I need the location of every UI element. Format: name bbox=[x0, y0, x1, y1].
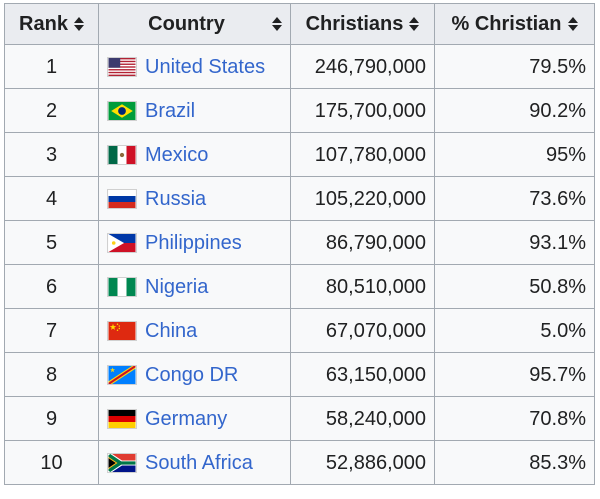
rank-cell: 9 bbox=[4, 396, 99, 441]
table-row: 9 Germany 58,240,000 70.8% bbox=[4, 396, 595, 441]
table-row: 1 United States 246,790,000 79.5% bbox=[4, 44, 595, 89]
christians-cell: 67,070,000 bbox=[290, 308, 435, 353]
mexico-flag-icon bbox=[107, 144, 137, 165]
rank-header-label: Rank bbox=[19, 13, 68, 35]
christians-cell: 246,790,000 bbox=[290, 44, 435, 89]
christians-cell: 52,886,000 bbox=[290, 440, 435, 485]
country-cell: Brazil bbox=[98, 88, 291, 133]
country-link[interactable]: Congo DR bbox=[145, 363, 239, 386]
table-row: 3 Mexico 107,780,000 95% bbox=[4, 132, 595, 177]
country-cell: Russia bbox=[98, 176, 291, 221]
christians-column-header[interactable]: Christians bbox=[290, 3, 435, 45]
table-row: 7 China 67,070,000 5.0% bbox=[4, 308, 595, 353]
sort-arrows-icon[interactable] bbox=[409, 17, 420, 31]
pct-header-label: % Christian bbox=[451, 13, 562, 35]
pct-christian-column-header[interactable]: % Christian bbox=[434, 3, 595, 45]
country-header-label: Country bbox=[148, 13, 225, 35]
rank-cell: 5 bbox=[4, 220, 99, 265]
table-row: 4 Russia 105,220,000 73.6% bbox=[4, 176, 595, 221]
sort-arrows-icon[interactable] bbox=[567, 17, 578, 31]
pct-christian-cell: 93.1% bbox=[434, 220, 595, 265]
congo-dr-flag-icon bbox=[107, 364, 137, 385]
rank-column-header[interactable]: Rank bbox=[4, 3, 99, 45]
table-row: 2 Brazil 175,700,000 90.2% bbox=[4, 88, 595, 133]
country-link[interactable]: China bbox=[145, 319, 198, 342]
country-cell: China bbox=[98, 308, 291, 353]
philippines-flag-icon bbox=[107, 232, 137, 253]
china-flag-icon bbox=[107, 320, 137, 341]
christians-cell: 107,780,000 bbox=[290, 132, 435, 177]
country-link[interactable]: Germany bbox=[145, 407, 228, 430]
country-cell: Philippines bbox=[98, 220, 291, 265]
pct-christian-cell: 95.7% bbox=[434, 352, 595, 397]
russia-flag-icon bbox=[107, 188, 137, 209]
rank-cell: 3 bbox=[4, 132, 99, 177]
sort-arrows-icon[interactable] bbox=[272, 17, 282, 31]
table-row: 10 South Africa 52,886,000 85.3% bbox=[4, 440, 595, 485]
pct-christian-cell: 70.8% bbox=[434, 396, 595, 441]
pct-christian-cell: 85.3% bbox=[434, 440, 595, 485]
country-cell: Germany bbox=[98, 396, 291, 441]
rank-cell: 10 bbox=[4, 440, 99, 485]
christians-header-label: Christians bbox=[305, 13, 404, 35]
country-cell: Mexico bbox=[98, 132, 291, 177]
nigeria-flag-icon bbox=[107, 276, 137, 297]
christians-cell: 86,790,000 bbox=[290, 220, 435, 265]
pct-christian-cell: 73.6% bbox=[434, 176, 595, 221]
christians-cell: 58,240,000 bbox=[290, 396, 435, 441]
rank-cell: 4 bbox=[4, 176, 99, 221]
christians-cell: 63,150,000 bbox=[290, 352, 435, 397]
country-link[interactable]: United States bbox=[145, 55, 266, 78]
country-cell: Congo DR bbox=[98, 352, 291, 397]
pct-christian-cell: 50.8% bbox=[434, 264, 595, 309]
pct-christian-cell: 79.5% bbox=[434, 44, 595, 89]
pct-christian-cell: 5.0% bbox=[434, 308, 595, 353]
country-link[interactable]: Mexico bbox=[145, 143, 209, 166]
us-flag-icon bbox=[107, 56, 137, 77]
christians-cell: 80,510,000 bbox=[290, 264, 435, 309]
country-link[interactable]: Russia bbox=[145, 187, 207, 210]
pct-christian-cell: 95% bbox=[434, 132, 595, 177]
country-column-header[interactable]: Country bbox=[98, 3, 291, 45]
christians-cell: 105,220,000 bbox=[290, 176, 435, 221]
country-cell: Nigeria bbox=[98, 264, 291, 309]
country-link[interactable]: South Africa bbox=[145, 451, 253, 474]
rank-cell: 1 bbox=[4, 44, 99, 89]
rank-cell: 8 bbox=[4, 352, 99, 397]
header-row: Rank Country Christians % Christian bbox=[4, 3, 595, 45]
country-link[interactable]: Brazil bbox=[145, 99, 196, 122]
table-row: 5 Philippines 86,790,000 93.1% bbox=[4, 220, 595, 265]
country-link[interactable]: Nigeria bbox=[145, 275, 209, 298]
sort-arrows-icon[interactable] bbox=[73, 17, 84, 31]
rank-cell: 6 bbox=[4, 264, 99, 309]
germany-flag-icon bbox=[107, 408, 137, 429]
country-link[interactable]: Philippines bbox=[145, 231, 242, 254]
christian-population-table: Rank Country Christians % Christian bbox=[4, 3, 595, 485]
christians-cell: 175,700,000 bbox=[290, 88, 435, 133]
south-africa-flag-icon bbox=[107, 452, 137, 473]
rank-cell: 7 bbox=[4, 308, 99, 353]
brazil-flag-icon bbox=[107, 100, 137, 121]
country-cell: South Africa bbox=[98, 440, 291, 485]
table-row: 8 Congo DR 63,150,000 95.7% bbox=[4, 352, 595, 397]
table-row: 6 Nigeria 80,510,000 50.8% bbox=[4, 264, 595, 309]
country-cell: United States bbox=[98, 44, 291, 89]
pct-christian-cell: 90.2% bbox=[434, 88, 595, 133]
rank-cell: 2 bbox=[4, 88, 99, 133]
